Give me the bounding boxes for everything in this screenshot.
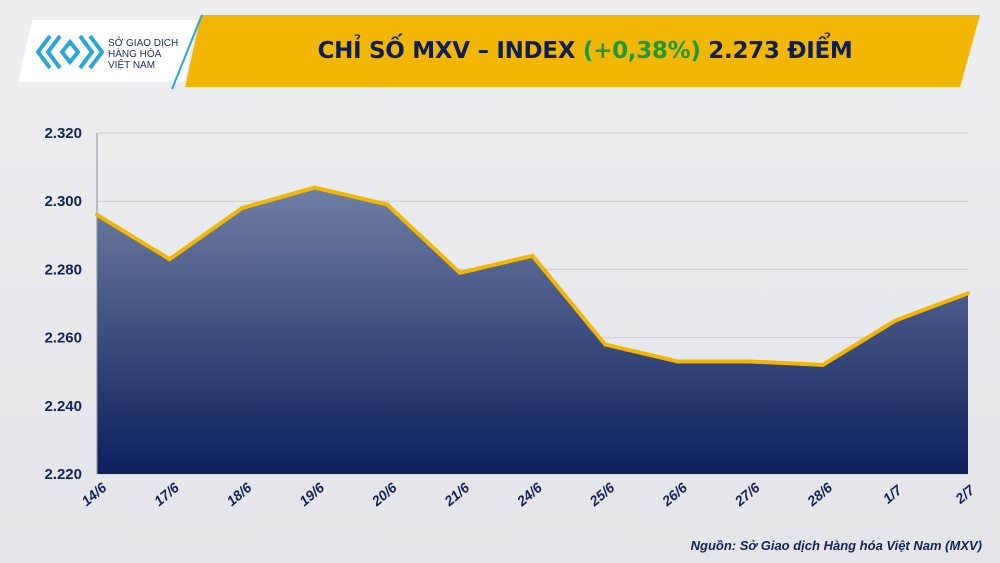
data-point (893, 318, 898, 323)
x-tick-label: 18/6 (223, 479, 254, 509)
x-tick-label: 27/6 (731, 479, 763, 510)
data-point (820, 362, 825, 367)
logo-line: HÀNG HÓA (108, 49, 162, 60)
logo-line: VIỆT NAM (108, 60, 156, 71)
logo-text: SỞ GIAO DỊCH HÀNG HÓA VIỆT NAM (108, 38, 178, 71)
source-note: Nguồn: Sở Giao dịch Hàng hóa Việt Nam (M… (690, 538, 982, 553)
logo-line: SỞ GIAO DỊCH (108, 38, 179, 49)
title-banner (185, 15, 980, 87)
x-tick-label: 17/6 (151, 479, 182, 509)
y-tick-label: 2.300 (44, 193, 82, 210)
y-tick-label: 2.220 (44, 466, 82, 483)
data-point (530, 253, 535, 258)
y-tick-label: 2.280 (44, 261, 82, 278)
data-point (675, 359, 680, 364)
y-tick-label: 2.260 (44, 330, 82, 347)
x-tick-label: 20/6 (368, 479, 400, 510)
x-tick-label: 28/6 (803, 479, 835, 510)
x-tick-label: 2/7 (951, 481, 978, 507)
chart-title: CHỈ SỐ MXV – INDEX (+0,38%) 2.273 ĐIỂM (190, 15, 980, 87)
x-tick-label: 14/6 (78, 479, 109, 509)
x-tick-label: 21/6 (440, 479, 472, 510)
data-point (95, 212, 99, 217)
y-tick-label: 2.320 (44, 125, 82, 142)
x-tick-label: 19/6 (296, 479, 327, 509)
title-change: (+0,38%) (582, 38, 701, 64)
data-point (385, 202, 390, 207)
data-point (748, 359, 753, 364)
data-point (240, 206, 245, 211)
x-tick-label: 26/6 (658, 479, 690, 510)
title-main: CHỈ SỐ MXV – INDEX (317, 38, 583, 64)
y-tick-label: 2.240 (44, 398, 82, 415)
x-tick-label: 1/7 (880, 481, 906, 507)
data-point (603, 342, 608, 347)
logo (18, 20, 198, 82)
area-fill (97, 187, 968, 474)
data-point (167, 257, 172, 262)
data-point (312, 185, 317, 190)
x-tick-label: 25/6 (586, 479, 618, 510)
title-value: 2.273 ĐIỂM (700, 38, 853, 64)
data-point (966, 291, 970, 296)
x-tick-label: 24/6 (513, 479, 545, 510)
logo-mark-icon (36, 34, 105, 70)
data-point (457, 270, 462, 275)
